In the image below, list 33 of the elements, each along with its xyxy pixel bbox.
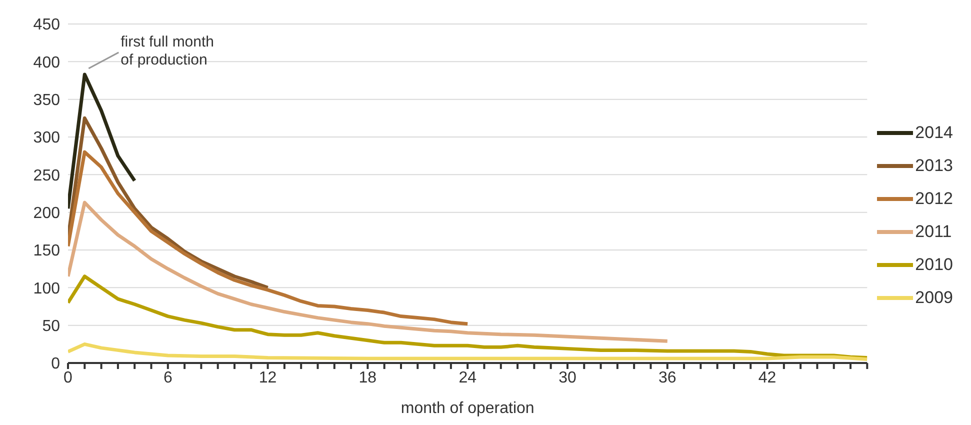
line-series: [68, 200, 670, 343]
y-tick-label: 450: [33, 16, 60, 34]
legend-label: 2014: [915, 123, 953, 143]
x-tick-label: 18: [358, 369, 377, 386]
y-tick-label: 200: [33, 205, 60, 222]
legend-label: 2009: [915, 288, 953, 308]
y-tick-label: 100: [33, 280, 60, 298]
line-series: [68, 116, 270, 290]
line-series: [68, 150, 470, 326]
x-tick-label: 42: [758, 369, 776, 386]
annotation: first full month of production: [120, 33, 214, 68]
legend-label: 2012: [915, 189, 953, 209]
y-tick-label: 150: [33, 242, 60, 260]
y-tick-label: 50: [42, 318, 60, 336]
y-tick-label: 250: [33, 167, 60, 184]
x-tick-label: 12: [258, 369, 277, 386]
x-axis-title: month of operation: [400, 400, 534, 417]
x-tick-label: 24: [458, 369, 477, 386]
y-tick-label: 300: [33, 130, 60, 147]
x-tick-label: 6: [163, 369, 172, 386]
line-series: [68, 342, 868, 361]
line-series: [68, 72, 136, 210]
line-series: [68, 274, 868, 360]
x-tick-label: 36: [658, 369, 676, 386]
legend-label: 2011: [915, 222, 952, 242]
y-tick-label: 350: [33, 92, 60, 110]
y-tick-label: 400: [33, 54, 60, 72]
legend-label: 2010: [915, 255, 953, 275]
annotation-note: first full month of production: [88, 33, 214, 70]
legend-label: 2013: [915, 156, 953, 176]
x-tick-label: 0: [64, 369, 73, 386]
y-tick-label: 0: [51, 356, 60, 373]
x-tick-label: 30: [558, 369, 576, 386]
